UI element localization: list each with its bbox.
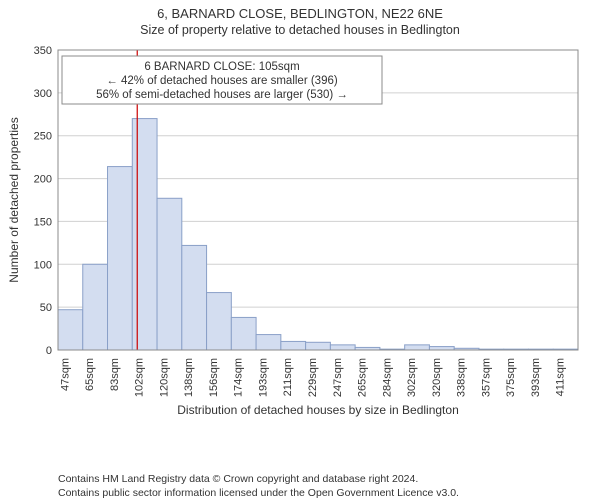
x-tick-label: 357sqm — [480, 358, 492, 397]
x-tick-label: 265sqm — [357, 358, 369, 397]
histogram-bar — [157, 198, 182, 350]
y-tick-label: 0 — [46, 345, 52, 357]
histogram-bar — [132, 119, 157, 350]
x-tick-label: 302sqm — [406, 358, 418, 397]
y-tick-label: 250 — [34, 131, 52, 143]
y-tick-label: 100 — [34, 259, 52, 271]
x-tick-label: 138sqm — [183, 358, 195, 397]
footer-line-1: Contains HM Land Registry data © Crown c… — [58, 472, 600, 486]
x-tick-label: 65sqm — [84, 358, 96, 391]
histogram-chart: 0 50 100 150 200 250 300 350 47sqm 65sqm 83sqm 102s… — [0, 46, 600, 444]
y-tick-label: 300 — [34, 88, 52, 100]
page-title: 6, BARNARD CLOSE, BEDLINGTON, NE22 6NE — [0, 6, 600, 21]
x-tick-label: 411sqm — [555, 358, 567, 396]
x-tick-label: 375sqm — [505, 358, 517, 397]
histogram-bar — [182, 245, 207, 350]
x-tick-label: 247sqm — [332, 358, 344, 397]
y-tick-label: 50 — [40, 302, 52, 314]
y-tick-label: 200 — [34, 174, 52, 186]
histogram-bar — [207, 293, 232, 350]
x-tick-label: 174sqm — [233, 358, 245, 397]
footer-line-2: Contains public sector information licen… — [58, 486, 600, 500]
x-tick-label: 120sqm — [158, 358, 170, 397]
x-tick-label: 211sqm — [282, 358, 294, 396]
histogram-bar — [231, 317, 256, 350]
x-tick-label: 102sqm — [134, 358, 146, 397]
x-tick-label: 47sqm — [59, 358, 71, 391]
y-axis-label: Number of detached properties — [7, 117, 21, 282]
x-tick-label: 393sqm — [530, 358, 542, 397]
x-tick-label: 320sqm — [431, 358, 443, 397]
x-tick-label: 193sqm — [257, 358, 269, 397]
x-tick-label: 338sqm — [456, 358, 468, 397]
histogram-bar — [83, 264, 108, 350]
x-tick-label: 83sqm — [109, 358, 121, 391]
page-subtitle: Size of property relative to detached ho… — [0, 23, 600, 37]
annotation-line-3: 56% of semi-detached houses are larger (… — [96, 89, 348, 101]
annotation-line-2: ← 42% of detached houses are smaller (39… — [106, 75, 338, 87]
x-axis-label: Distribution of detached houses by size … — [177, 403, 459, 417]
histogram-bar — [58, 310, 83, 350]
histogram-bar — [256, 335, 281, 350]
x-tick-label: 229sqm — [307, 358, 319, 397]
histogram-bar — [108, 167, 133, 350]
x-tick-label: 156sqm — [208, 358, 220, 397]
histogram-bar — [405, 345, 430, 350]
footer: Contains HM Land Registry data © Crown c… — [58, 472, 600, 500]
histogram-bar — [281, 341, 306, 350]
y-tick-label: 150 — [34, 216, 52, 228]
histogram-bar — [429, 347, 454, 350]
x-tick-label: 284sqm — [381, 358, 393, 397]
chart-container: 0 50 100 150 200 250 300 350 47sqm 65sqm 83sqm 102s… — [0, 46, 600, 444]
y-tick-label: 350 — [34, 46, 52, 57]
annotation-line-1: 6 BARNARD CLOSE: 105sqm — [144, 61, 299, 73]
histogram-bar — [330, 345, 355, 350]
histogram-bar — [306, 342, 331, 350]
